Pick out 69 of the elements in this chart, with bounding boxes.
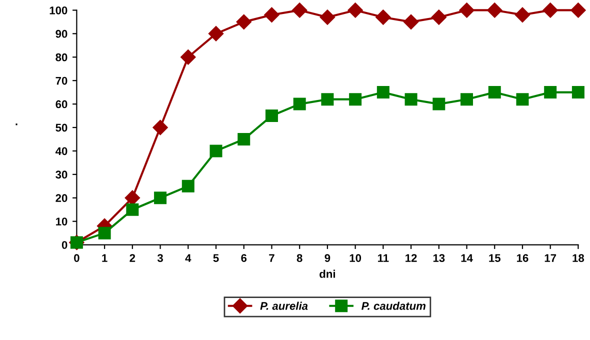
point bbox=[293, 98, 306, 110]
y-axis-title: . bbox=[16, 124, 18, 126]
point bbox=[236, 14, 252, 30]
point bbox=[152, 120, 168, 136]
point bbox=[292, 2, 308, 18]
point bbox=[349, 93, 362, 106]
legend-label: P. caudatum bbox=[362, 302, 426, 310]
x-tick-label: 11 bbox=[378, 254, 389, 262]
point bbox=[376, 86, 390, 99]
x-tick-label: 0 bbox=[74, 254, 80, 262]
x-tick-label: 7 bbox=[269, 254, 274, 262]
y-tick-label: 20 bbox=[56, 194, 68, 202]
point bbox=[544, 86, 557, 99]
point bbox=[264, 7, 280, 22]
x-tick-label: 3 bbox=[157, 254, 163, 262]
x-tick-label: 18 bbox=[572, 254, 584, 262]
x-tick-label: 15 bbox=[489, 254, 500, 262]
y-tick-label: 100 bbox=[50, 6, 68, 14]
point bbox=[321, 93, 334, 106]
point bbox=[126, 203, 139, 216]
x-tick-label: 8 bbox=[296, 254, 302, 262]
x-tick-label: 4 bbox=[185, 254, 192, 262]
y-tick-label: 80 bbox=[56, 53, 68, 62]
point bbox=[516, 93, 529, 106]
point bbox=[348, 2, 363, 18]
x-tick-label: 13 bbox=[433, 254, 445, 262]
point bbox=[432, 98, 446, 110]
point bbox=[180, 50, 196, 65]
point bbox=[265, 110, 278, 122]
y-tick-label: 50 bbox=[56, 124, 68, 132]
point bbox=[459, 2, 474, 18]
point bbox=[182, 180, 194, 192]
point bbox=[570, 2, 586, 18]
point bbox=[210, 144, 222, 158]
y-tick-label: 60 bbox=[56, 100, 68, 108]
x-tick-label: 17 bbox=[544, 254, 556, 262]
point bbox=[487, 2, 502, 18]
x-tick-label: 16 bbox=[517, 254, 528, 262]
x-axis-title: dni bbox=[320, 270, 335, 278]
x-tick-label: 10 bbox=[350, 254, 362, 262]
point bbox=[376, 10, 391, 25]
y-tick-label: 70 bbox=[56, 76, 68, 85]
x-tick-label: 9 bbox=[324, 254, 330, 262]
point bbox=[572, 86, 584, 99]
point bbox=[488, 86, 501, 99]
point bbox=[542, 2, 558, 18]
point bbox=[320, 10, 336, 25]
y-tick-label: 10 bbox=[56, 218, 68, 226]
point bbox=[98, 226, 111, 240]
point bbox=[208, 26, 224, 42]
legend-label: P. aurelia bbox=[260, 302, 308, 310]
x-tick-label: 5 bbox=[213, 254, 219, 262]
point bbox=[431, 10, 446, 25]
point bbox=[124, 190, 140, 206]
point bbox=[404, 93, 418, 106]
point bbox=[403, 14, 419, 30]
y-tick-label: 30 bbox=[56, 170, 68, 179]
x-tick-label: 12 bbox=[406, 254, 417, 262]
point bbox=[460, 93, 474, 106]
x-tick-label: 14 bbox=[461, 254, 473, 262]
x-tick-label: 6 bbox=[241, 254, 247, 262]
x-tick-label: 1 bbox=[102, 254, 108, 262]
point bbox=[154, 192, 167, 204]
y-tick-label: 90 bbox=[56, 30, 68, 38]
point bbox=[238, 132, 250, 146]
y-tick-label: 40 bbox=[55, 147, 68, 156]
y-tick-label: 0 bbox=[62, 241, 68, 249]
x-tick-label: 2 bbox=[130, 254, 136, 262]
point bbox=[514, 7, 530, 22]
